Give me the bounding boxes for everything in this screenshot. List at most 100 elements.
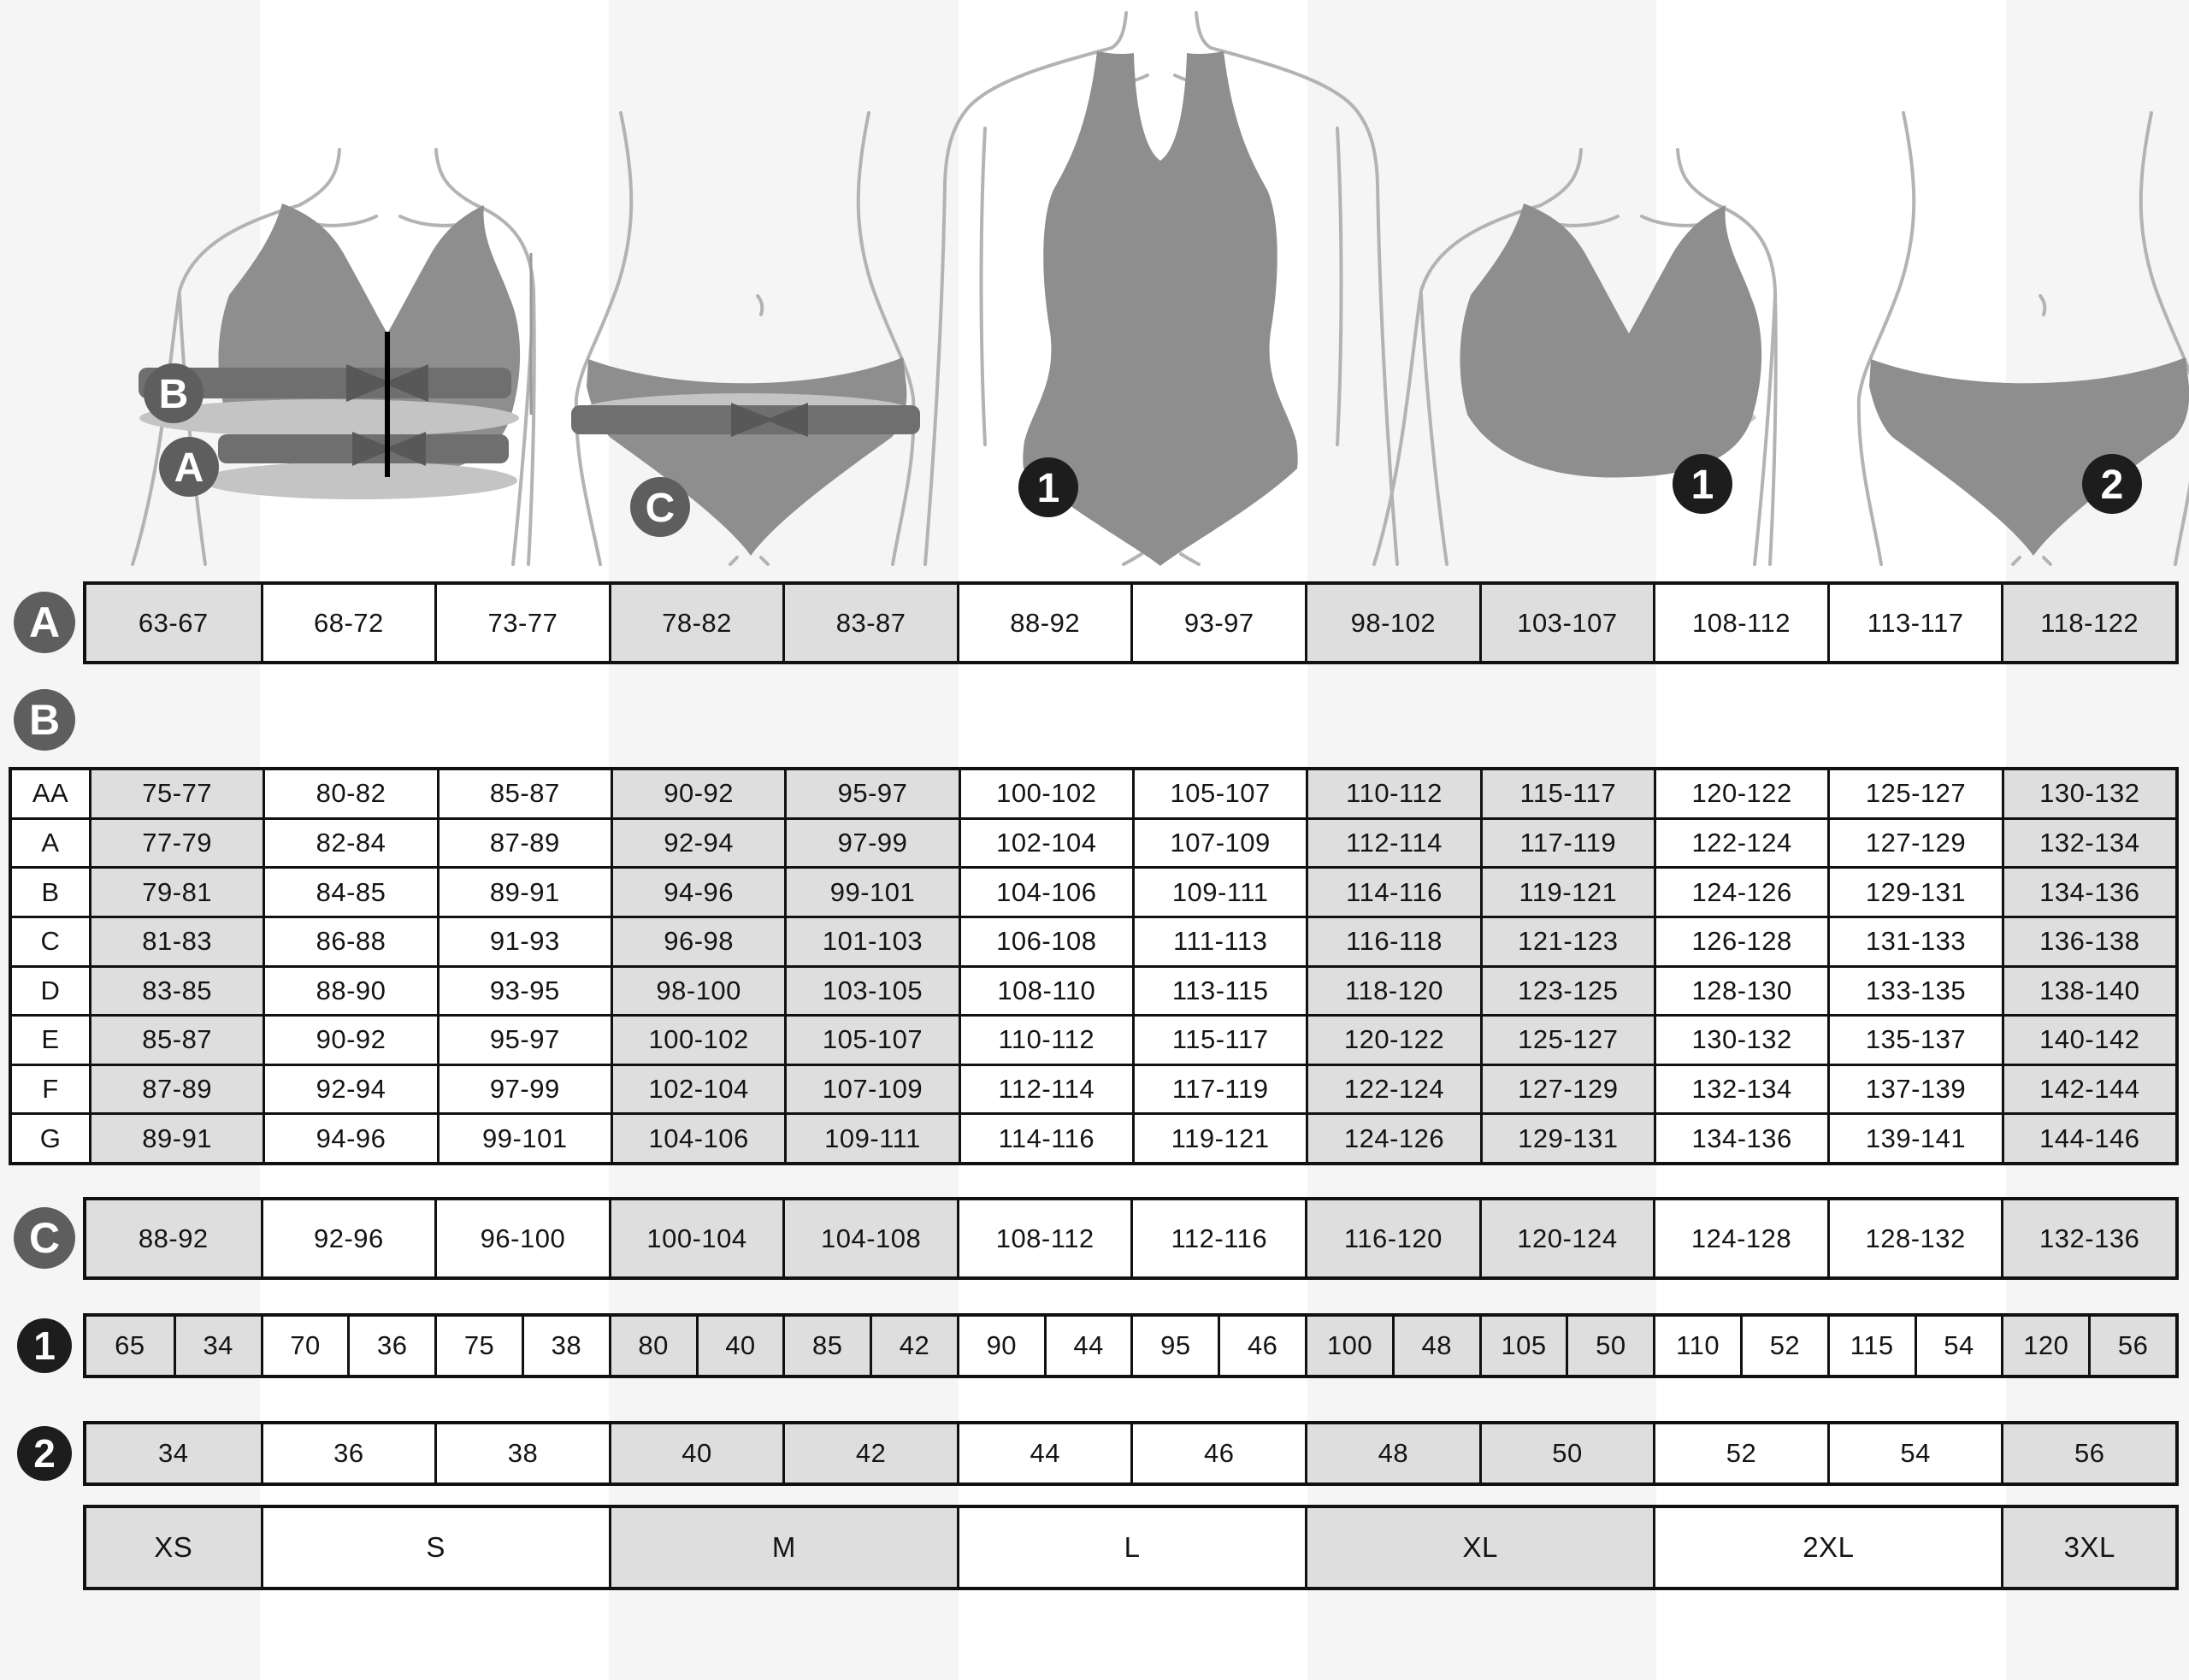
badge-label: 2 (33, 1431, 56, 1476)
cell: 95-97 (436, 1014, 611, 1064)
cell: 113-115 (1131, 964, 1307, 1015)
cell: 96-100 (434, 1200, 609, 1276)
cell: 116-118 (1306, 915, 1480, 965)
cell: 92-94 (263, 1063, 437, 1113)
cell: 40 (608, 1424, 783, 1483)
cell: 134-136 (2001, 866, 2175, 916)
figure-swimsuit: 1 (923, 11, 1399, 566)
cell: 79-81 (89, 866, 263, 916)
cell: 127-129 (1827, 816, 2002, 867)
cell: 105-107 (784, 1014, 959, 1064)
cell: 99-101 (784, 866, 959, 916)
cell: 94-96 (263, 1112, 437, 1162)
cup-row-header: D (12, 964, 89, 1015)
cell: 80-82 (263, 770, 437, 817)
arrow-left-icon (383, 364, 428, 402)
cell: 106-108 (958, 915, 1132, 965)
cell: 108-110 (958, 964, 1132, 1015)
cell: 95-97 (784, 770, 959, 817)
cell: 136-138 (2001, 915, 2175, 965)
cell: 127-129 (1479, 1063, 1654, 1113)
cell: 105-107 (1131, 770, 1307, 817)
figure-panties-measured: C (571, 111, 920, 566)
cell: 115-117 (1479, 770, 1654, 817)
cell: 88-92 (956, 585, 1131, 661)
cell: 87-89 (436, 816, 611, 867)
cell: 50 (1566, 1317, 1654, 1375)
cell: 108-112 (956, 1200, 1131, 1276)
cell: 78-82 (608, 585, 783, 661)
svg-text:A: A (174, 445, 204, 491)
cell: 104-106 (610, 1112, 785, 1162)
badge-label: B (28, 696, 61, 744)
cell: 120-122 (1306, 1014, 1480, 1064)
cell: 77-79 (89, 816, 263, 867)
cell: 40 (695, 1317, 783, 1375)
cell: 100-104 (608, 1200, 783, 1276)
cell: 54 (1914, 1317, 2002, 1375)
cell: 102-104 (958, 816, 1132, 867)
cell: 109-111 (784, 1112, 959, 1162)
cell: 86-88 (263, 915, 437, 965)
cell: 48 (1305, 1424, 1479, 1483)
cell: 132-134 (1653, 1063, 1828, 1113)
cell: 97-99 (436, 1063, 611, 1113)
cell: 73-77 (434, 585, 609, 661)
cell: 122-124 (1306, 1063, 1480, 1113)
cell: 52 (1653, 1424, 1827, 1483)
cell: 98-100 (610, 964, 785, 1015)
cell: 128-132 (1826, 1200, 2002, 1276)
bust-highlight-ellipse (139, 399, 519, 437)
cell: 139-141 (1827, 1112, 2002, 1162)
cell: 87-89 (89, 1063, 263, 1113)
cell: 104-106 (958, 866, 1132, 916)
cup-row-header: A (12, 816, 89, 867)
cell: 126-128 (1653, 915, 1828, 965)
cell: 100-102 (610, 1014, 785, 1064)
svg-text:B: B (159, 372, 189, 417)
badge-label: 1 (33, 1323, 56, 1368)
dress-size-table: 34 36 38 40 42 44 46 48 50 52 54 56 (83, 1421, 2179, 1486)
cell: 90-92 (610, 770, 785, 817)
cell: 97-99 (784, 816, 959, 867)
figure-bra-plain: 1 (1372, 148, 1778, 566)
cell: 34 (173, 1317, 261, 1375)
measure-1-badge: 1 (17, 1318, 72, 1373)
cell: 115 (1826, 1317, 1915, 1375)
intl-size-cell: L (956, 1508, 1306, 1587)
cell: 34 (86, 1424, 261, 1483)
cell: 110-112 (1306, 770, 1480, 817)
cup-size-table: AA 75-77 80-82 85-87 90-92 95-97 100-102 105-10… (9, 767, 2179, 1165)
cell: 105 (1478, 1317, 1567, 1375)
cup-row-header: F (12, 1063, 89, 1113)
cell: 82-84 (263, 816, 437, 867)
cell: 107-109 (1131, 816, 1307, 867)
cell: 119-121 (1131, 1112, 1307, 1162)
cell: 120 (2001, 1317, 2089, 1375)
cell: 133-135 (1827, 964, 2002, 1015)
cell: 46 (1218, 1317, 1306, 1375)
measure-c-badge: C (14, 1207, 75, 1269)
cell: 110-112 (958, 1014, 1132, 1064)
figure-badge-c: C (630, 477, 690, 537)
body-outline (574, 111, 916, 566)
cell: 103-105 (784, 964, 959, 1015)
cell: 42 (870, 1317, 957, 1375)
cell: 88-90 (263, 964, 437, 1015)
cell: 89-91 (436, 866, 611, 916)
intl-size-table: XS S M L XL 2XL 3XL (83, 1505, 2179, 1590)
cell: 38 (521, 1317, 609, 1375)
measure-b-badge: B (14, 689, 75, 751)
cell: 84-85 (263, 866, 437, 916)
cell: 125-127 (1827, 770, 2002, 817)
cell: 120-122 (1653, 770, 1828, 817)
cell: 101-103 (784, 915, 959, 965)
intl-size-cell: 2XL (1653, 1508, 2002, 1587)
figure-badge-1: 1 (1673, 454, 1732, 514)
cell: 122-124 (1653, 816, 1828, 867)
cell: 50 (1478, 1424, 1654, 1483)
underbust-range-table: 63-67 68-72 73-77 78-82 83-87 88-92 93-97 98-10… (83, 581, 2179, 664)
cell: 114-116 (1306, 866, 1480, 916)
arrow-right-icon (352, 432, 393, 466)
cell: 124-128 (1653, 1200, 1827, 1276)
